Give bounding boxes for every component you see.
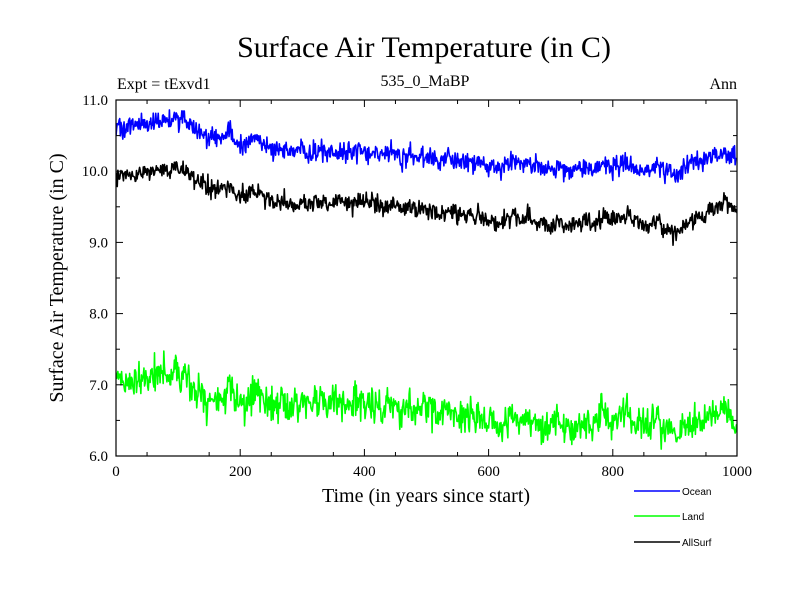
legend: Ocean Land AllSurf (634, 487, 712, 549)
y-tick-label: 9.0 (89, 235, 108, 251)
legend-label-allsurf: AllSurf (682, 538, 712, 549)
x-tick-label: 800 (602, 464, 625, 480)
x-tick-label: 600 (477, 464, 500, 480)
series-layer (116, 109, 737, 450)
series-line-ocean (116, 109, 737, 185)
y-tick-label: 8.0 (89, 307, 108, 323)
x-axis-label: Time (in years since start) (322, 485, 530, 507)
x-tick-label: 400 (353, 464, 376, 480)
y-tick-label: 11.0 (82, 93, 108, 109)
subtitle-right: Ann (709, 76, 737, 93)
ticks-layer: 0 200 400 600 800 1000 6.0 7.0 8.0 9.0 10.0 11.0 (82, 93, 752, 480)
y-tick-label: 7.0 (89, 378, 108, 394)
x-tick-label: 0 (112, 464, 120, 480)
x-tick-label: 200 (229, 464, 252, 480)
subtitle-center: 535_0_MaBP (381, 73, 470, 90)
y-tick-label: 6.0 (89, 449, 108, 465)
y-axis-label: Surface Air Temperature (in C) (46, 153, 68, 402)
legend-label-ocean: Ocean (682, 487, 711, 498)
chart-title: Surface Air Temperature (in C) (237, 31, 611, 64)
series-line-allsurf (116, 160, 737, 247)
x-tick-label: 1000 (722, 464, 752, 480)
subtitle-left: Expt = tExvd1 (117, 76, 210, 93)
legend-label-land: Land (682, 512, 704, 523)
y-tick-label: 10.0 (82, 164, 108, 180)
series-line-land (116, 350, 737, 450)
